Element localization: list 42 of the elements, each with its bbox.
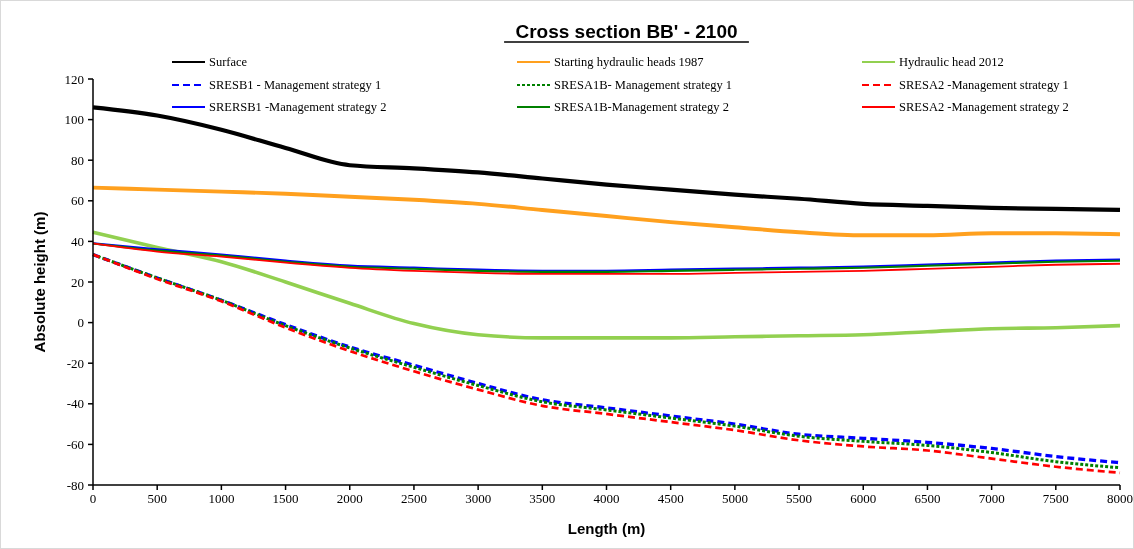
y-tick-label: -60 <box>66 436 84 452</box>
legend-label: SRESB1 - Management strategy 1 <box>209 78 382 93</box>
x-tick-label: 1500 <box>272 491 299 506</box>
legend-label: SRESA2 -Management strategy 1 <box>899 78 1069 93</box>
y-tick-label: 100 <box>64 112 84 128</box>
x-tick-label: 2500 <box>400 491 427 506</box>
x-tick-label: 0 <box>89 491 97 506</box>
legend-label: SRESA2 -Management strategy 2 <box>899 100 1069 115</box>
x-tick-label: 6000 <box>850 491 877 506</box>
line-series <box>91 185 1122 238</box>
y-tick-label: 80 <box>71 152 84 168</box>
y-tick-label: 0 <box>77 315 84 331</box>
legend-label: SRESA1B- Management strategy 1 <box>554 78 733 93</box>
y-tick-label: 120 <box>64 71 84 87</box>
line-series <box>91 230 1122 340</box>
x-tick-label: 3500 <box>529 491 556 506</box>
x-tick-label: 5000 <box>721 491 748 506</box>
x-tick-label: 6500 <box>914 491 941 506</box>
x-tick-label: 3000 <box>465 491 492 506</box>
y-axis-title: Absolute height (m) <box>31 211 48 353</box>
legend-label: SRERSB1 -Management strategy 2 <box>209 100 387 115</box>
y-tick-label: 40 <box>71 233 84 249</box>
x-tick-label: 5500 <box>786 491 813 506</box>
x-tick-label: 7000 <box>978 491 1005 506</box>
x-tick-label: 8000 <box>1107 491 1133 506</box>
x-tick-label: 7500 <box>1042 491 1069 506</box>
y-tick-label: 60 <box>71 193 84 209</box>
x-axis-title: Length (m) <box>567 520 646 537</box>
legend-label: Starting hydraulic heads 1987 <box>554 55 704 70</box>
x-tick-label: 500 <box>147 491 167 506</box>
y-tick-label: -20 <box>66 355 84 371</box>
chart-title: Cross section BB' - 2100 <box>515 21 738 42</box>
legend-label: Surface <box>209 55 248 70</box>
x-tick-label: 2000 <box>336 491 363 506</box>
x-tick-label: 4500 <box>657 491 684 506</box>
y-tick-label: 20 <box>71 274 84 290</box>
x-tick-label: 1000 <box>208 491 235 506</box>
x-tick-label: 4000 <box>593 491 620 506</box>
legend-label: SRESA1B-Management strategy 2 <box>554 100 729 115</box>
y-tick-label: -40 <box>66 396 84 412</box>
legend-label: Hydraulic head 2012 <box>899 55 1004 70</box>
y-tick-label: -80 <box>66 477 84 493</box>
